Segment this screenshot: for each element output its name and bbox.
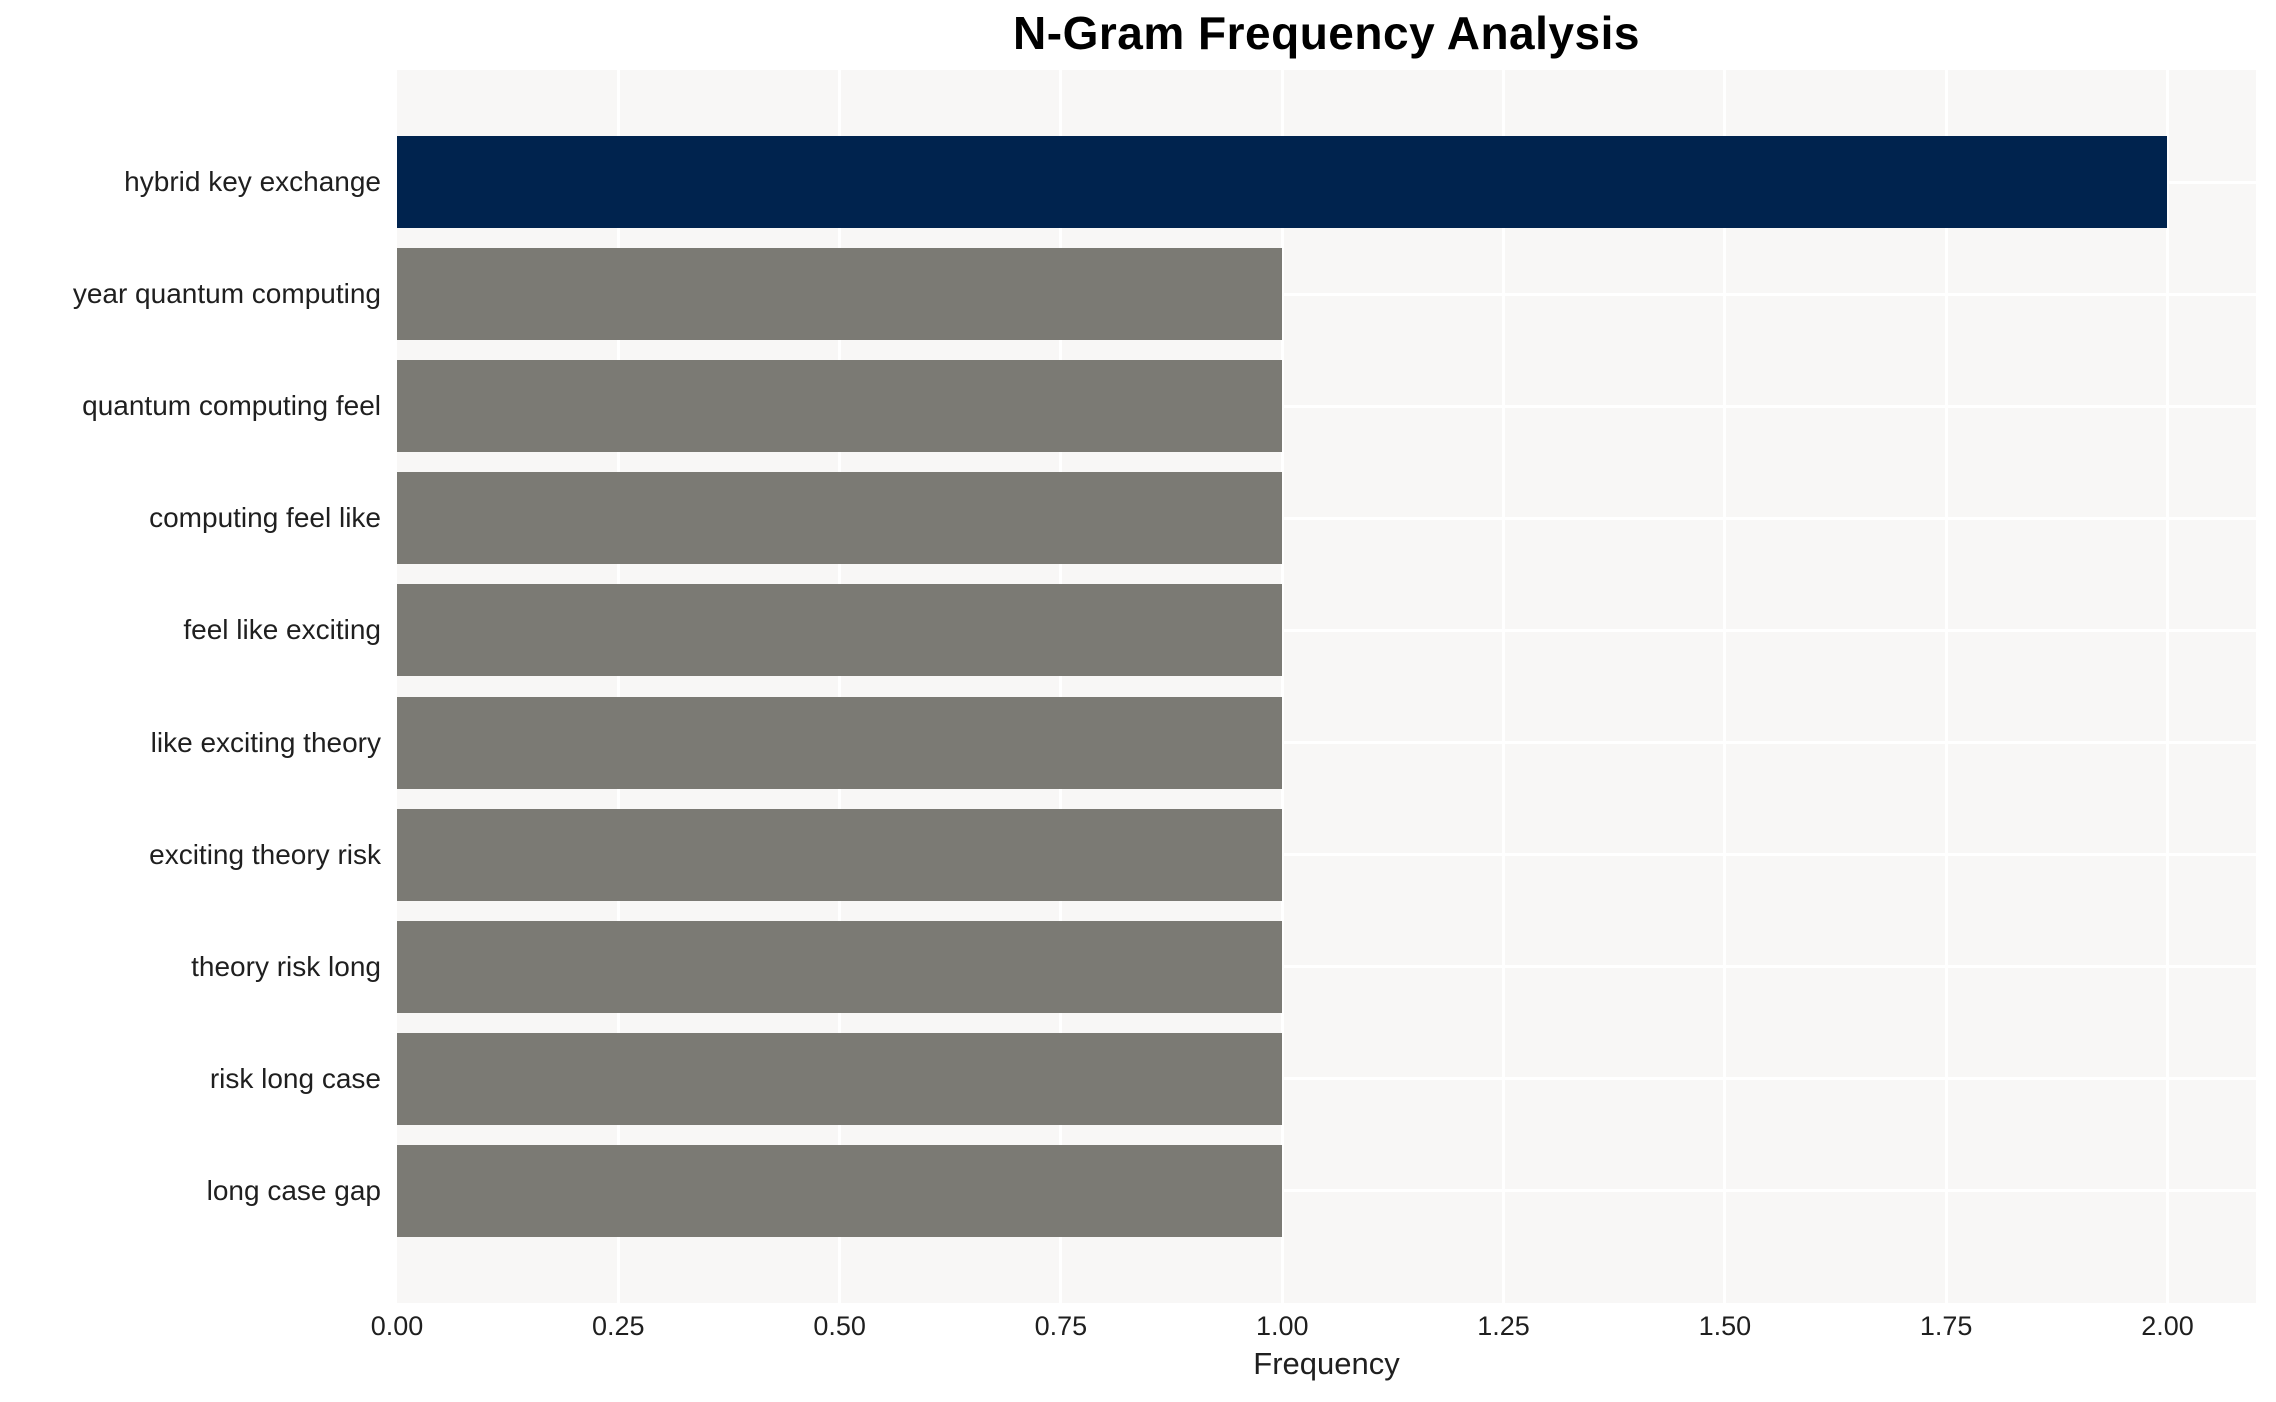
horizontal-gridline	[397, 741, 2256, 745]
horizontal-gridline	[397, 628, 2256, 632]
bar	[397, 920, 1283, 1013]
bar-rows: hybrid key exchange year quantum computin…	[0, 70, 2256, 1303]
chart-row: year quantum computing	[0, 238, 2256, 350]
vertical-gridline	[838, 70, 842, 1303]
chart-row: quantum computing feel	[0, 350, 2256, 462]
x-axis-label: Frequency	[1253, 1346, 1400, 1381]
chart-row: computing feel like	[0, 462, 2256, 574]
bar-track	[397, 1023, 2256, 1135]
y-tick-label: computing feel like	[149, 502, 381, 534]
y-tick-label: hybrid key exchange	[124, 166, 381, 198]
y-tick-label: quantum computing feel	[82, 390, 381, 422]
x-tick-label: 1.00	[1255, 1311, 1309, 1341]
bar-track	[397, 911, 2256, 1023]
y-tick-label: risk long case	[209, 1062, 381, 1094]
bar-track	[397, 126, 2256, 238]
horizontal-gridline	[397, 516, 2256, 520]
y-tick-label: long case gap	[206, 1174, 381, 1206]
vertical-gridline	[1944, 70, 1948, 1303]
y-tick-label: year quantum computing	[72, 278, 381, 310]
bar	[397, 472, 1283, 565]
horizontal-gridline	[397, 1189, 2256, 1193]
bar	[397, 808, 1283, 901]
chart-row: theory risk long	[0, 911, 2256, 1023]
vertical-gridline	[2165, 70, 2169, 1303]
x-tick-label: 0.00	[370, 1311, 424, 1341]
vertical-gridline	[1280, 70, 1284, 1303]
x-tick-label: 0.50	[813, 1311, 866, 1341]
horizontal-gridline	[397, 292, 2256, 296]
bar	[397, 1032, 1283, 1125]
bar	[397, 136, 2168, 229]
bar-track	[397, 350, 2256, 462]
x-tick-label: 1.50	[1698, 1311, 1752, 1341]
bar	[397, 248, 1283, 341]
horizontal-gridline	[397, 404, 2256, 408]
bar	[397, 360, 1283, 453]
x-tick-label: 0.75	[1034, 1311, 1088, 1341]
bar-track	[397, 574, 2256, 686]
chart-row: risk long case	[0, 1023, 2256, 1135]
horizontal-gridline	[397, 1077, 2256, 1081]
horizontal-gridline	[397, 853, 2256, 857]
bar-track	[397, 462, 2256, 574]
y-tick-label: like exciting theory	[150, 726, 381, 758]
vertical-gridline	[1502, 70, 1506, 1303]
bar	[397, 696, 1283, 789]
chart-row: like exciting theory	[0, 686, 2256, 798]
x-tick-label: 1.25	[1477, 1311, 1530, 1341]
bar-track	[397, 1135, 2256, 1247]
chart-row: feel like exciting	[0, 574, 2256, 686]
horizontal-gridline	[397, 965, 2256, 969]
vertical-gridline	[616, 70, 620, 1303]
x-tick-label: 1.75	[1919, 1311, 1973, 1341]
x-tick-label: 2.00	[2141, 1311, 2194, 1341]
chart-title: N-Gram Frequency Analysis	[1013, 7, 1640, 59]
bar-track	[397, 238, 2256, 350]
y-tick-label: exciting theory risk	[149, 838, 381, 870]
bar-track	[397, 686, 2256, 798]
y-tick-label: theory risk long	[191, 950, 381, 982]
bar	[397, 1144, 1283, 1237]
x-tick-label: 0.25	[592, 1311, 645, 1341]
x-axis: 0.00 0.25 0.50 0.75 1.00 1.25 1.50 1.75 2.00	[371, 1311, 2256, 1345]
y-tick-label: feel like exciting	[183, 614, 381, 646]
chart-row: exciting theory risk	[0, 799, 2256, 911]
vertical-gridline	[1723, 70, 1727, 1303]
chart-row: long case gap	[0, 1135, 2256, 1247]
chart-row: hybrid key exchange	[0, 126, 2256, 238]
bar	[397, 584, 1283, 677]
vertical-gridline	[1059, 70, 1063, 1303]
bar-track	[397, 799, 2256, 911]
